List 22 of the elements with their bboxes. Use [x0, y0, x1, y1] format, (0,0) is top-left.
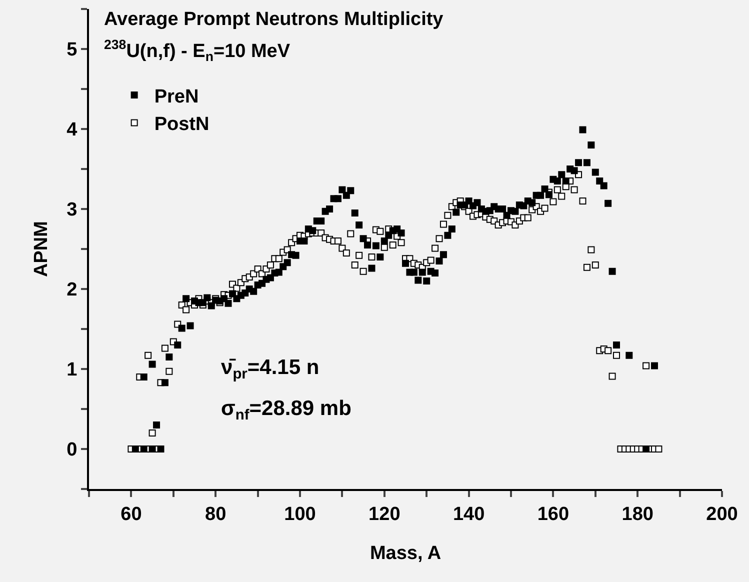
x-tick-label: 200	[706, 504, 738, 525]
x-tick-label: 160	[537, 504, 570, 525]
x-tick-label: 180	[622, 504, 654, 525]
y-tick-label: 3	[66, 200, 78, 221]
legend-label: PreN	[154, 86, 199, 108]
y-axis-title: APNM	[30, 221, 52, 277]
x-tick-label: 80	[205, 504, 226, 525]
y-tick-label: 1	[66, 360, 78, 381]
annotation: σ$_{nf}$=28.89 mb	[221, 397, 352, 424]
x-tick-label: 140	[452, 504, 485, 525]
x-axis-title: Mass, A	[370, 543, 442, 564]
legend-label: PostN	[154, 114, 210, 136]
text: $^{238}$U(n,f) - E$_{n}$=10 MeV	[104, 37, 290, 64]
annotation: ν̄$_{pr}$=4.15 n	[221, 356, 320, 382]
y-tick-label: 2	[66, 280, 78, 301]
y-tick-label: 0	[66, 440, 78, 461]
y-tick-label: 4	[66, 120, 78, 141]
y-tick-label: 5	[66, 40, 78, 61]
x-tick-label: 60	[120, 504, 142, 525]
x-tick-label: 100	[284, 504, 316, 525]
x-tick-label: 120	[368, 504, 400, 525]
chart-title: Average Prompt Neutrons Multiplicity	[104, 9, 444, 30]
